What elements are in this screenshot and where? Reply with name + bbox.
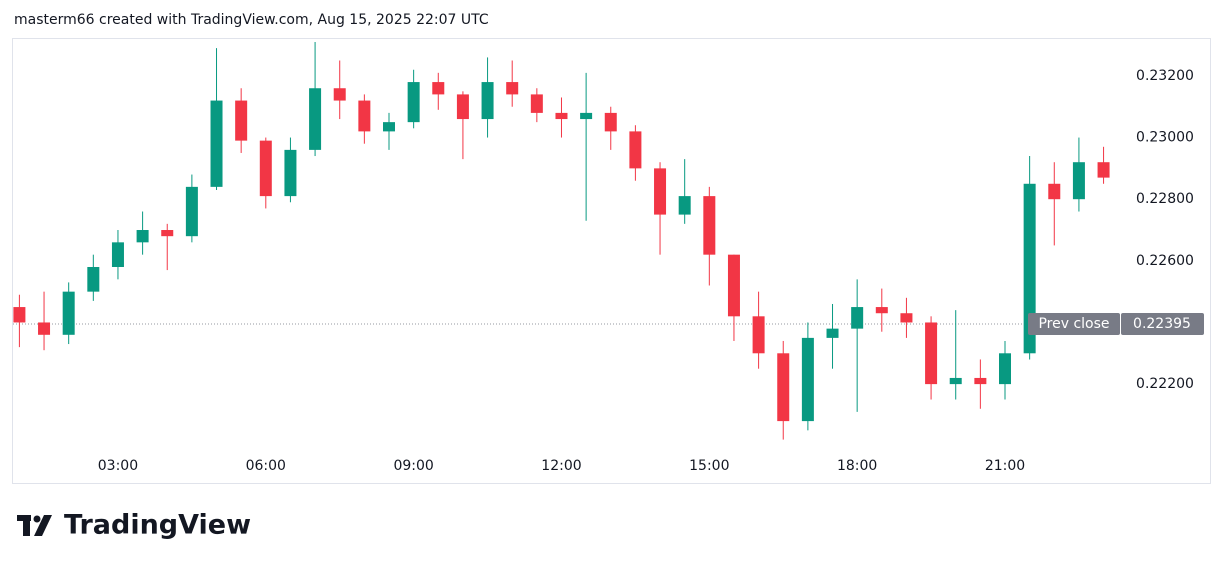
candle-body <box>1097 162 1110 178</box>
prev-close-value: 0.22395 <box>1133 316 1191 332</box>
candle-body <box>383 122 395 132</box>
x-tick-label: 15:00 <box>689 458 729 474</box>
x-tick-label: 03:00 <box>98 458 138 474</box>
x-tick-label: 12:00 <box>541 458 581 474</box>
candle-body <box>210 100 223 187</box>
prev-close-label: Prev close <box>1038 316 1109 332</box>
candle-body <box>851 307 864 329</box>
x-tick-label: 06:00 <box>246 458 286 474</box>
candle-body <box>1072 162 1085 200</box>
candle-body <box>1048 183 1061 200</box>
candle-body <box>309 88 322 150</box>
candle-body <box>703 196 716 255</box>
candle-body <box>407 82 420 123</box>
candle-body <box>284 149 297 197</box>
candle-body <box>826 328 839 338</box>
header: masterm66 created with TradingView.com, … <box>14 12 489 28</box>
prev-close-value-tag <box>1121 313 1204 336</box>
logo-text: TradingView <box>64 510 251 541</box>
candle-body <box>580 112 593 120</box>
candle-body <box>727 254 740 317</box>
y-tick-label: 0.23200 <box>1136 68 1194 84</box>
candle-body <box>456 94 469 120</box>
candle-body <box>1023 183 1036 354</box>
candle-body <box>38 322 51 335</box>
candle-body <box>506 82 519 95</box>
candle-body <box>604 112 617 132</box>
candle-body <box>161 230 174 237</box>
candle-body <box>900 313 913 323</box>
y-tick-label: 0.22800 <box>1136 191 1194 207</box>
x-tick-label: 18:00 <box>837 458 877 474</box>
candle-body <box>530 94 543 113</box>
y-tick-label: 0.22200 <box>1136 376 1194 392</box>
y-tick-label: 0.22600 <box>1136 253 1194 269</box>
candle-body <box>13 307 26 323</box>
x-tick-label: 09:00 <box>393 458 433 474</box>
candle-body <box>481 82 494 120</box>
candle-body <box>333 88 346 101</box>
candle-body <box>875 307 888 314</box>
candle-body <box>555 112 568 120</box>
candle-body <box>111 242 124 267</box>
candle-body <box>752 316 765 354</box>
candle-body <box>136 230 149 243</box>
candle-body <box>974 377 987 385</box>
candle-body <box>358 100 371 132</box>
candle-body <box>185 186 198 237</box>
candle-body <box>432 82 445 95</box>
candle-body <box>678 196 691 215</box>
x-tick-label: 21:00 <box>985 458 1025 474</box>
logo-icon <box>17 515 52 536</box>
candle-body <box>777 353 790 422</box>
candle-body <box>87 266 100 292</box>
candle-body <box>629 131 642 169</box>
candle-body <box>949 377 962 385</box>
candle-body <box>259 140 272 197</box>
prev-close-tag <box>1028 313 1120 336</box>
candle-body <box>925 322 938 385</box>
candle-body <box>235 100 248 141</box>
candle-body <box>654 168 667 215</box>
y-tick-label: 0.23000 <box>1136 130 1194 146</box>
candle-body <box>62 291 75 335</box>
candle-body <box>999 353 1011 385</box>
candle-body <box>801 337 814 422</box>
chart-frame <box>12 38 1211 484</box>
